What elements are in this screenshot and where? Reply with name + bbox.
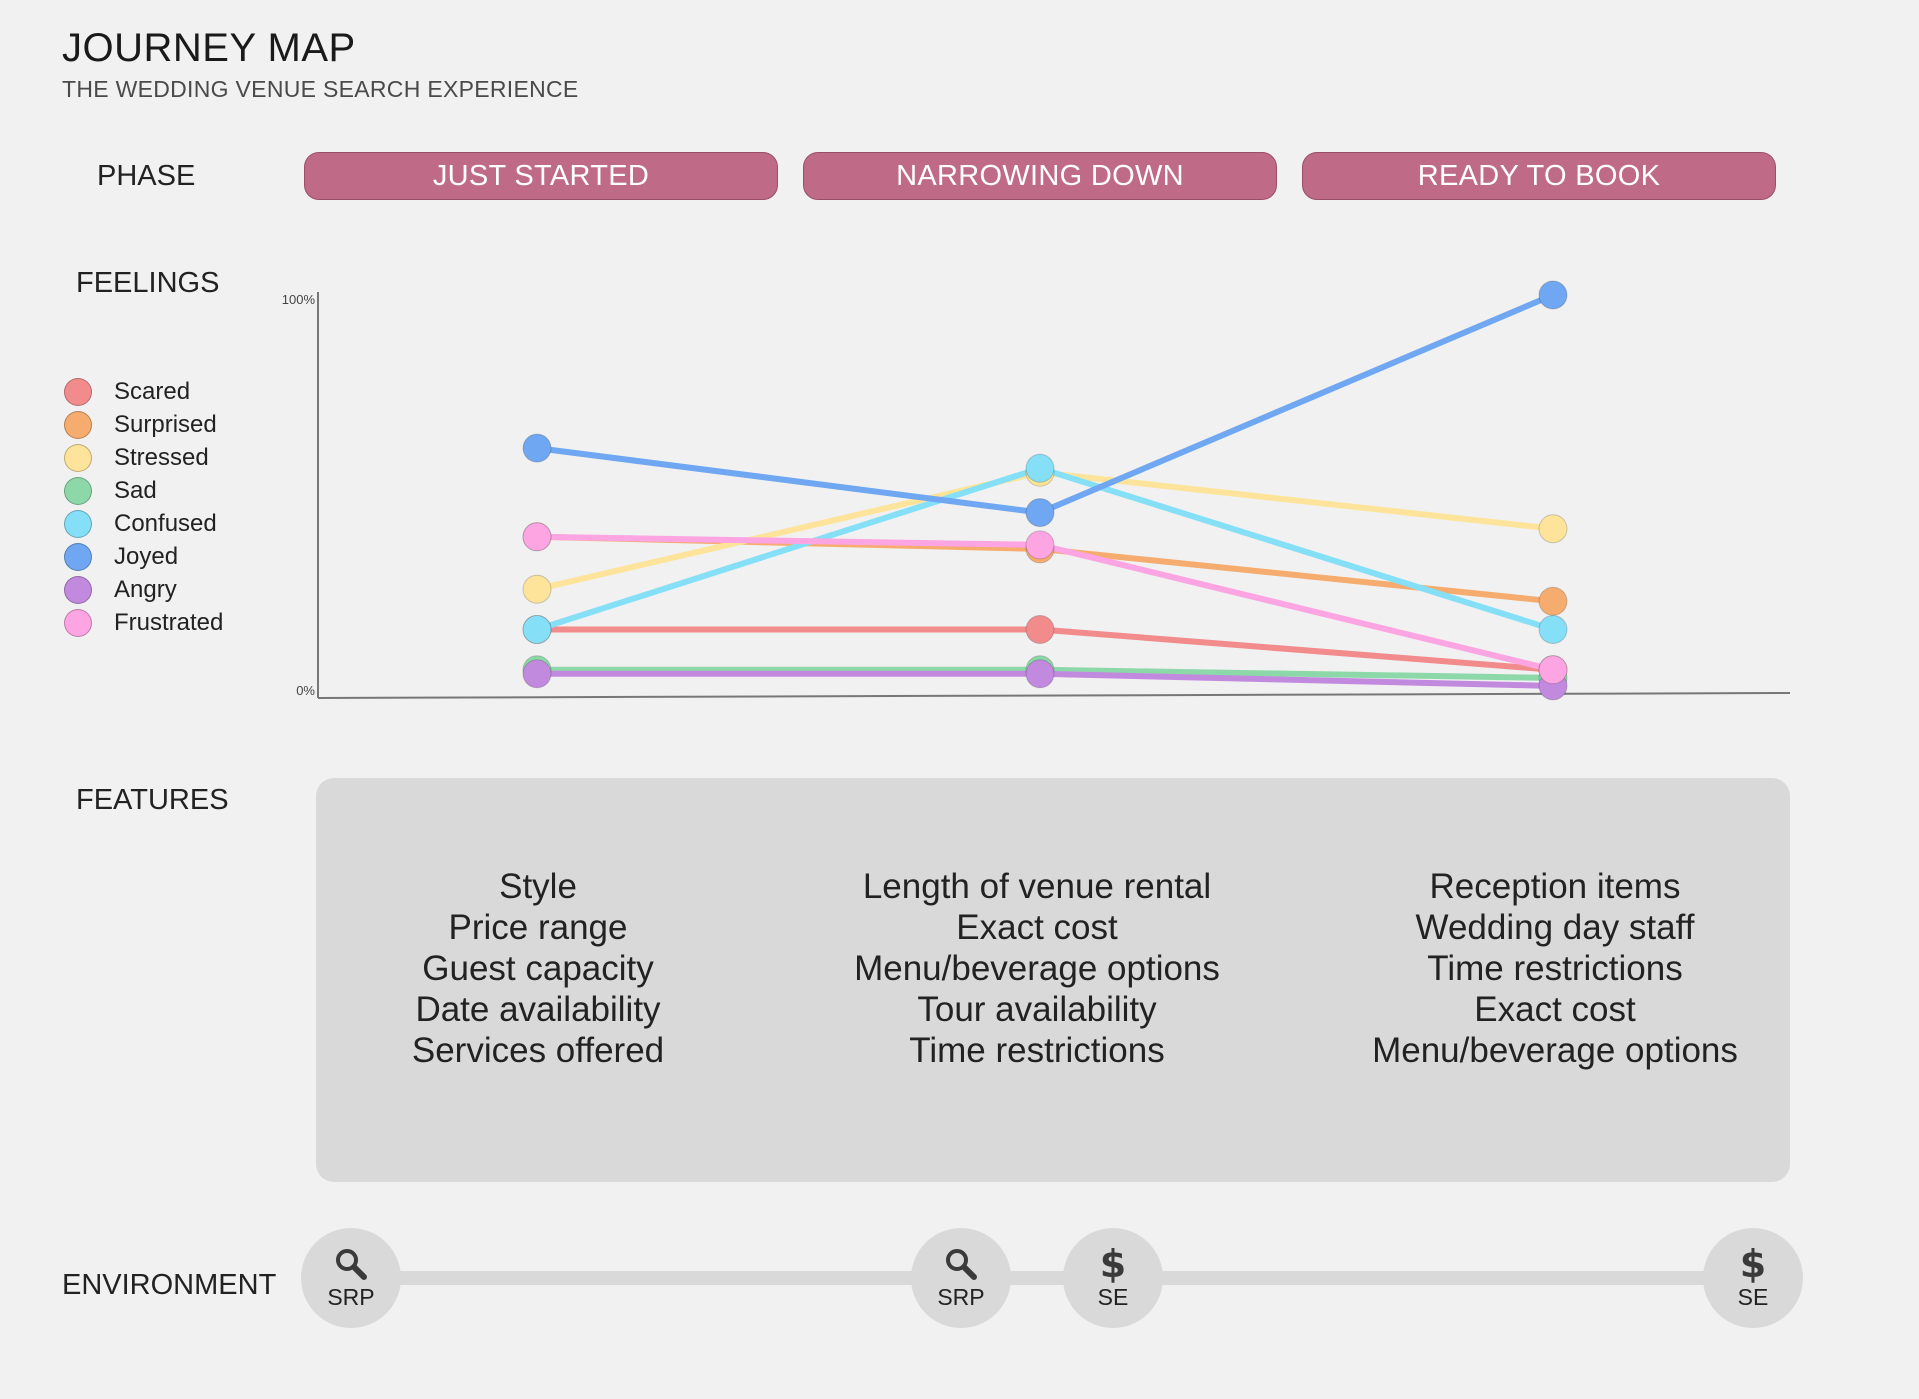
- phase-pill-just-started: JUST STARTED: [304, 152, 778, 200]
- data-point-angry: [1025, 659, 1055, 689]
- page-title: JOURNEY MAP: [62, 26, 356, 70]
- features-column-just-started: Style Price range Guest capacity Date av…: [278, 866, 798, 1071]
- feature-item: Services offered: [411, 1031, 665, 1070]
- phase-pill-narrowing-down: NARROWING DOWN: [803, 152, 1277, 200]
- environment-node-srp: SRP: [301, 1228, 401, 1328]
- legend-item-scared: Scared: [64, 375, 223, 408]
- page-subtitle: THE WEDDING VENUE SEARCH EXPERIENCE: [62, 76, 579, 102]
- legend-swatch: [64, 608, 92, 637]
- data-point-scared: [1025, 615, 1055, 644]
- data-point-frustrated: [1025, 530, 1055, 560]
- feature-item: Reception items: [1429, 867, 1681, 906]
- data-point-stressed: [522, 574, 552, 604]
- y-tick-label-min: 0%: [296, 683, 315, 698]
- features-label: FEATURES: [76, 784, 229, 816]
- feature-item: Time restrictions: [1427, 949, 1683, 988]
- feature-item: Style: [499, 867, 577, 906]
- legend-item-frustrated: Frustrated: [64, 606, 223, 639]
- data-point-stressed: [1538, 514, 1568, 544]
- feature-item: Menu/beverage options: [854, 949, 1220, 988]
- data-point-frustrated: [1538, 655, 1568, 685]
- environment-node-label: SRP: [937, 1283, 985, 1310]
- legend-item-stressed: Stressed: [64, 441, 223, 474]
- data-point-joyed: [522, 433, 552, 463]
- data-point-frustrated: [522, 522, 552, 552]
- legend-swatch: [64, 476, 92, 505]
- series-line-stressed: [534, 469, 1556, 593]
- dollar-icon: $: [1099, 1241, 1127, 1286]
- search-icon: [333, 1246, 369, 1282]
- features-column-ready-to-book: Reception items Wedding day staff Time r…: [1295, 866, 1815, 1071]
- data-point-confused: [522, 615, 552, 644]
- legend-label: Angry: [114, 575, 177, 603]
- phase-pill-ready-to-book: READY TO BOOK: [1302, 152, 1776, 200]
- data-point-angry: [522, 659, 552, 689]
- data-point-surprised: [1538, 586, 1568, 616]
- legend-swatch: [64, 410, 92, 439]
- legend-label: Scared: [114, 377, 191, 405]
- feature-item: Tour availability: [917, 990, 1157, 1029]
- feature-item: Menu/beverage options: [1372, 1031, 1738, 1070]
- environment-node-se: $ SE: [1703, 1228, 1803, 1328]
- feature-item: Date availability: [415, 990, 661, 1029]
- phase-label: PHASE: [97, 160, 196, 192]
- legend-item-angry: Angry: [64, 573, 223, 606]
- feelings-legend: Scared Surprised Stressed Sad Confused J…: [64, 375, 223, 639]
- y-tick-label-max: 100%: [282, 292, 316, 307]
- environment-label: ENVIRONMENT: [62, 1269, 277, 1301]
- legend-swatch: [64, 509, 92, 538]
- legend-item-sad: Sad: [64, 474, 223, 507]
- legend-label: Stressed: [114, 443, 209, 471]
- legend-label: Surprised: [114, 410, 217, 438]
- environment-node-srp: SRP: [911, 1228, 1011, 1328]
- legend-label: Confused: [114, 509, 217, 537]
- legend-swatch: [64, 443, 92, 472]
- environment-node-label: SRP: [327, 1283, 375, 1310]
- data-point-joyed: [1538, 280, 1568, 310]
- feature-item: Wedding day staff: [1415, 908, 1695, 947]
- x-axis: [317, 692, 1791, 699]
- legend-swatch: [64, 575, 92, 604]
- legend-swatch: [64, 377, 92, 406]
- feature-item: Guest capacity: [422, 949, 654, 988]
- legend-label: Sad: [114, 476, 157, 504]
- features-panel: [316, 778, 1790, 1182]
- feature-item: Exact cost: [1474, 990, 1636, 1029]
- legend-swatch: [64, 542, 92, 571]
- feature-item: Exact cost: [956, 908, 1118, 947]
- feelings-label: FEELINGS: [76, 267, 220, 299]
- legend-item-surprised: Surprised: [64, 408, 223, 441]
- legend-item-joyed: Joyed: [64, 540, 223, 573]
- legend-item-confused: Confused: [64, 507, 223, 540]
- feelings-chart: 100% 0%: [282, 280, 1791, 701]
- environment-node-label: SE: [1737, 1283, 1769, 1310]
- data-point-confused: [1538, 615, 1568, 644]
- feature-item: Time restrictions: [909, 1031, 1165, 1070]
- legend-label: Frustrated: [114, 608, 224, 636]
- data-point-confused: [1025, 453, 1055, 483]
- legend-label: Joyed: [114, 542, 179, 570]
- dollar-icon: $: [1739, 1241, 1767, 1286]
- feature-item: Price range: [448, 908, 628, 947]
- environment-node-se: $ SE: [1063, 1228, 1163, 1328]
- features-column-narrowing-down: Length of venue rental Exact cost Menu/b…: [777, 866, 1297, 1071]
- feature-item: Length of venue rental: [862, 867, 1212, 906]
- environment-timeline: [350, 1271, 1770, 1285]
- environment-node-label: SE: [1097, 1283, 1129, 1310]
- data-point-joyed: [1025, 498, 1055, 528]
- search-icon: [943, 1246, 979, 1282]
